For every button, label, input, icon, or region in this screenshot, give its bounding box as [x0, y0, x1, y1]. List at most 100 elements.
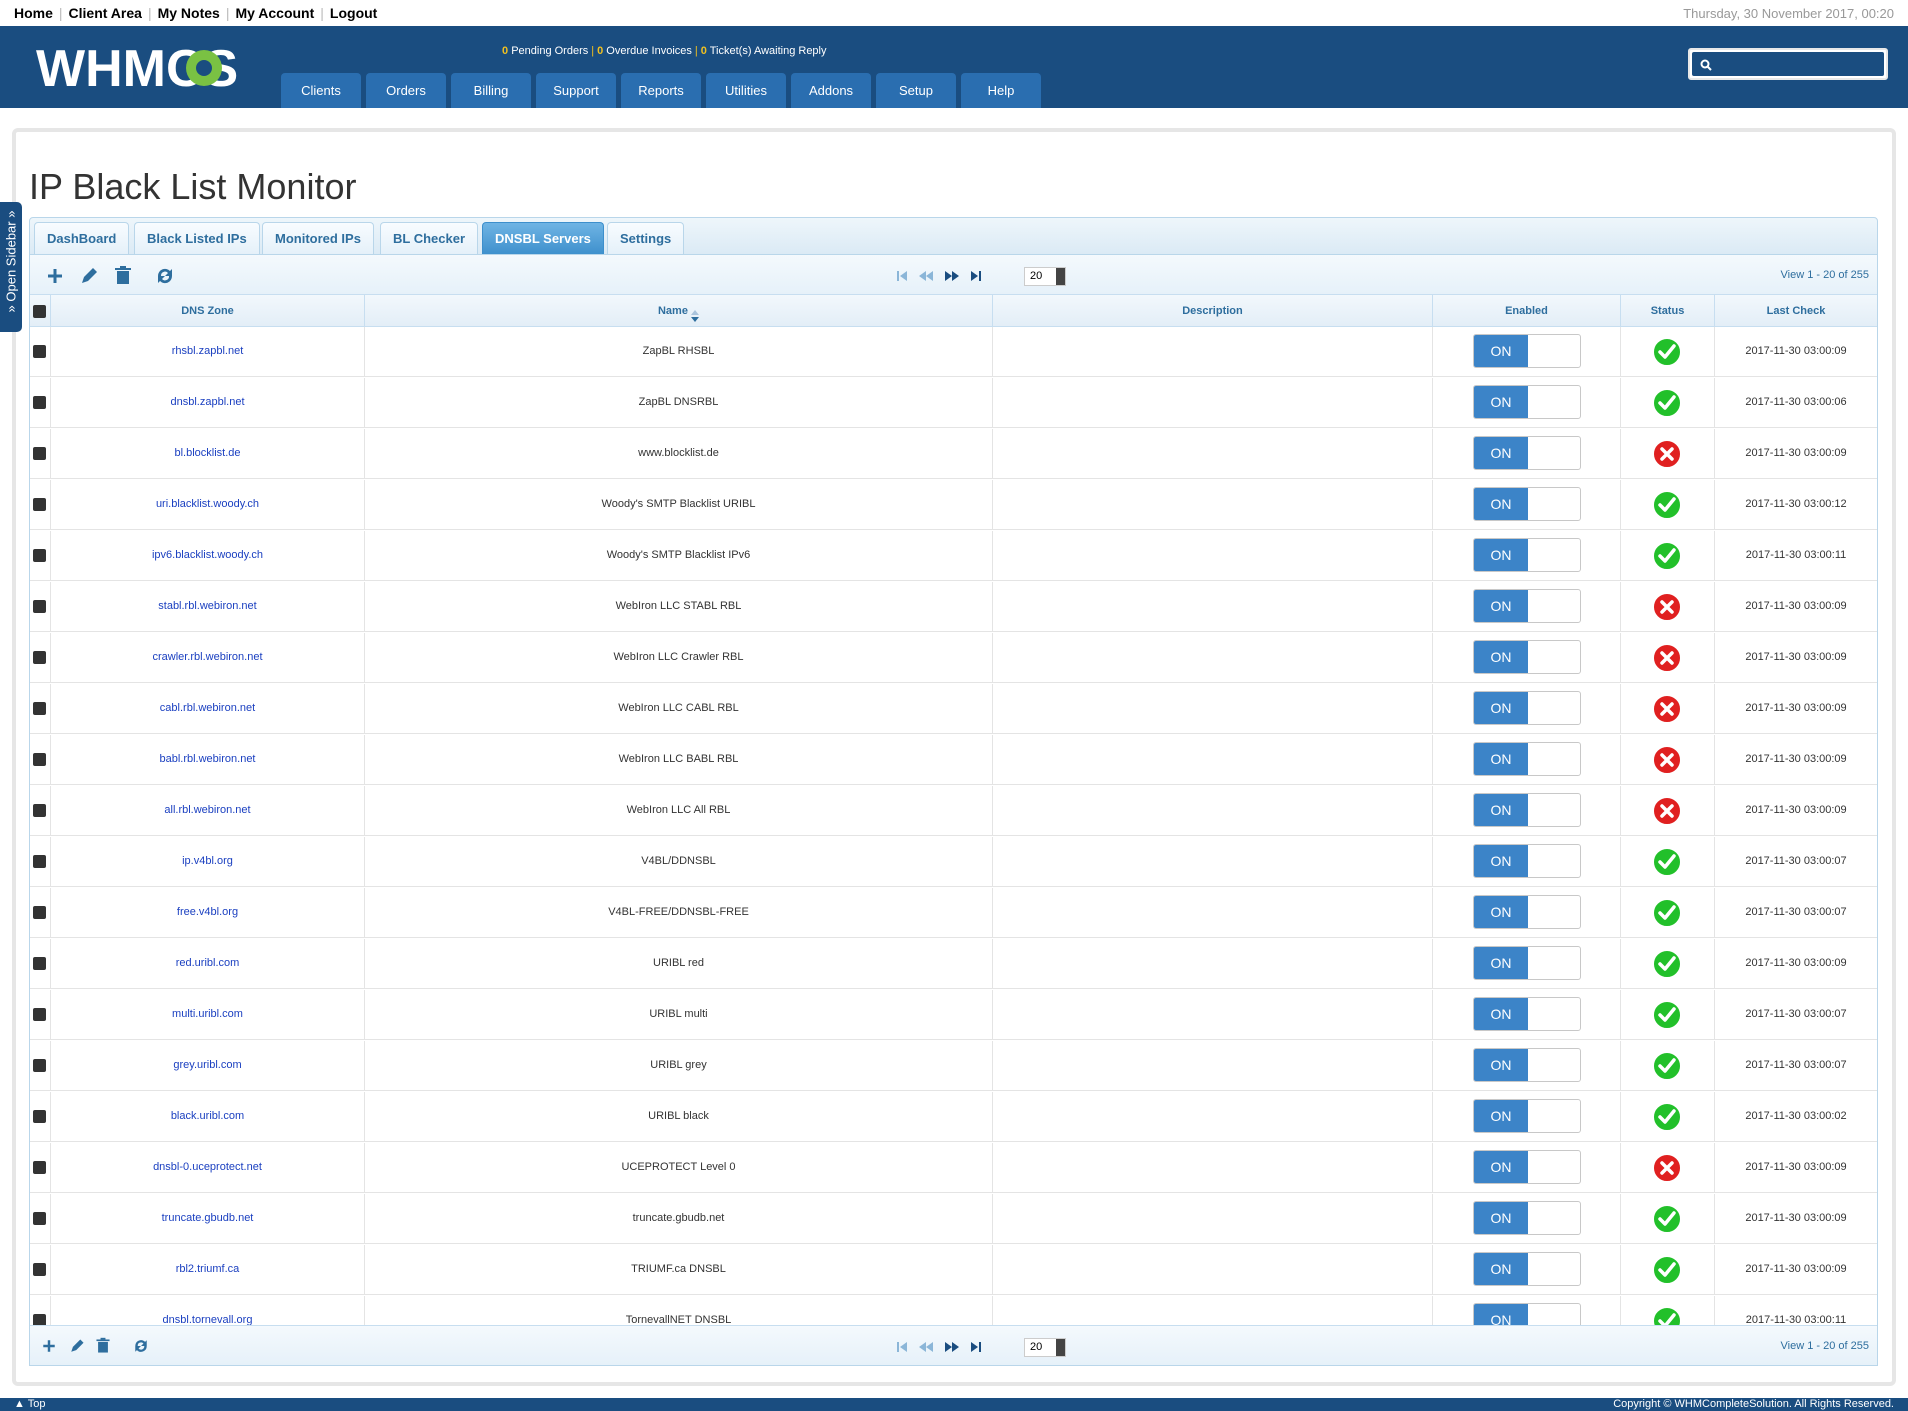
dns-zone-link[interactable]: truncate.gbudb.net — [51, 1194, 365, 1243]
enabled-toggle[interactable]: ON — [1473, 334, 1581, 368]
dns-zone-link[interactable]: grey.uribl.com — [51, 1041, 365, 1090]
table-row[interactable]: grey.uribl.com URIBL grey ON 2017-11-30 03:… — [30, 1041, 1877, 1091]
row-checkbox[interactable] — [33, 855, 46, 868]
nav-addons[interactable]: Addons — [791, 73, 871, 108]
nav-help[interactable]: Help — [961, 73, 1041, 108]
add-icon[interactable] — [40, 1337, 58, 1355]
col-status[interactable]: Status — [1621, 295, 1715, 327]
dns-zone-link[interactable]: ip.v4bl.org — [51, 837, 365, 886]
row-checkbox[interactable] — [33, 753, 46, 766]
enabled-toggle[interactable]: ON — [1473, 589, 1581, 623]
table-row[interactable]: babl.rbl.webiron.net WebIron LLC BABL RBL… — [30, 735, 1877, 785]
enabled-toggle[interactable]: ON — [1473, 895, 1581, 929]
enabled-toggle[interactable]: ON — [1473, 742, 1581, 776]
table-row[interactable]: uri.blacklist.woody.ch Woody's SMTP Black… — [30, 480, 1877, 530]
tab-dashboard[interactable]: DashBoard — [34, 222, 130, 255]
dns-zone-link[interactable]: dnsbl.zapbl.net — [51, 378, 365, 427]
table-row[interactable]: stabl.rbl.webiron.net WebIron LLC STABL R… — [30, 582, 1877, 632]
row-checkbox[interactable] — [33, 906, 46, 919]
enabled-toggle[interactable]: ON — [1473, 1099, 1581, 1133]
row-checkbox[interactable] — [33, 1110, 46, 1123]
row-checkbox[interactable] — [33, 1212, 46, 1225]
nav-clients[interactable]: Clients — [281, 73, 361, 108]
row-checkbox[interactable] — [33, 396, 46, 409]
enabled-toggle[interactable]: ON — [1473, 997, 1581, 1031]
table-row[interactable]: cabl.rbl.webiron.net WebIron LLC CABL RBL… — [30, 684, 1877, 734]
dns-zone-link[interactable]: uri.blacklist.woody.ch — [51, 480, 365, 529]
dns-zone-link[interactable]: dnsbl.tornevall.org — [51, 1296, 365, 1345]
delete-icon[interactable] — [94, 1337, 112, 1355]
open-sidebar-button[interactable]: » Open Sidebar » — [0, 202, 22, 332]
dns-zone-link[interactable]: bl.blocklist.de — [51, 429, 365, 478]
enabled-toggle[interactable]: ON — [1473, 1150, 1581, 1184]
enabled-toggle[interactable]: ON — [1473, 1252, 1581, 1286]
row-checkbox[interactable] — [33, 600, 46, 613]
row-checkbox[interactable] — [33, 345, 46, 358]
enabled-toggle[interactable]: ON — [1473, 946, 1581, 980]
table-row[interactable]: all.rbl.webiron.net WebIron LLC All RBL ON… — [30, 786, 1877, 836]
table-row[interactable]: free.v4bl.org V4BL-FREE/DDNSBL-FREE ON 2017… — [30, 888, 1877, 938]
table-row[interactable]: bl.blocklist.de www.blocklist.de ON 2017-11… — [30, 429, 1877, 479]
link-home[interactable]: Home — [14, 5, 53, 21]
refresh-icon[interactable] — [154, 265, 176, 287]
tab-black-listed-ips[interactable]: Black Listed IPs — [134, 222, 260, 255]
row-checkbox[interactable] — [33, 498, 46, 511]
col-enabled[interactable]: Enabled — [1433, 295, 1621, 327]
prev-page-icon[interactable] — [918, 267, 934, 285]
dns-zone-link[interactable]: crawler.rbl.webiron.net — [51, 633, 365, 682]
refresh-icon[interactable] — [132, 1337, 150, 1355]
dns-zone-link[interactable]: black.uribl.com — [51, 1092, 365, 1141]
tickets-link[interactable]: Ticket(s) Awaiting Reply — [709, 45, 827, 57]
dns-zone-link[interactable]: red.uribl.com — [51, 939, 365, 988]
table-row[interactable]: rbl2.triumf.ca TRIUMF.ca DNSBL ON 2017-11-3… — [30, 1245, 1877, 1295]
row-checkbox[interactable] — [33, 804, 46, 817]
col-last-check[interactable]: Last Check — [1766, 305, 1826, 317]
page-size-select[interactable]: 20 — [1024, 1338, 1066, 1357]
dns-zone-link[interactable]: cabl.rbl.webiron.net — [51, 684, 365, 733]
enabled-toggle[interactable]: ON — [1473, 640, 1581, 674]
row-checkbox[interactable] — [33, 1161, 46, 1174]
table-row[interactable]: black.uribl.com URIBL black ON 2017-11-30 0… — [30, 1092, 1877, 1142]
dns-zone-link[interactable]: babl.rbl.webiron.net — [51, 735, 365, 784]
row-checkbox[interactable] — [33, 1263, 46, 1276]
dns-zone-link[interactable]: free.v4bl.org — [51, 888, 365, 937]
enabled-toggle[interactable]: ON — [1473, 538, 1581, 572]
last-page-icon[interactable] — [968, 267, 984, 285]
row-checkbox[interactable] — [33, 1314, 46, 1327]
overdue-invoices-link[interactable]: Overdue Invoices — [606, 45, 692, 57]
enabled-toggle[interactable]: ON — [1473, 1201, 1581, 1235]
nav-support[interactable]: Support — [536, 73, 616, 108]
tab-bl-checker[interactable]: BL Checker — [380, 222, 479, 255]
table-row[interactable]: dnsbl.zapbl.net ZapBL DNSRBL ON 2017-11-30 … — [30, 378, 1877, 428]
dns-zone-link[interactable]: dnsbl-0.uceprotect.net — [51, 1143, 365, 1192]
enabled-toggle[interactable]: ON — [1473, 1048, 1581, 1082]
table-row[interactable]: truncate.gbudb.net truncate.gbudb.net ON 20… — [30, 1194, 1877, 1244]
select-all-checkbox[interactable] — [33, 305, 46, 318]
next-page-icon[interactable] — [944, 267, 960, 285]
enabled-toggle[interactable]: ON — [1473, 844, 1581, 878]
col-name[interactable]: Name — [365, 295, 993, 327]
col-description[interactable]: Description — [993, 295, 1433, 327]
dns-zone-link[interactable]: stabl.rbl.webiron.net — [51, 582, 365, 631]
first-page-icon[interactable] — [894, 267, 910, 285]
row-checkbox[interactable] — [33, 651, 46, 664]
row-checkbox[interactable] — [33, 1008, 46, 1021]
next-page-icon[interactable] — [944, 1338, 960, 1356]
page-size-select[interactable]: 20 — [1024, 267, 1066, 286]
link-my-notes[interactable]: My Notes — [157, 5, 220, 21]
back-to-top-link[interactable]: ▲ Top — [14, 1398, 46, 1410]
link-my-account[interactable]: My Account — [235, 5, 315, 21]
nav-utilities[interactable]: Utilities — [706, 73, 786, 108]
first-page-icon[interactable] — [894, 1338, 910, 1356]
whmcs-logo[interactable]: WHMCS — [36, 38, 246, 96]
table-row[interactable]: ipv6.blacklist.woody.ch Woody's SMTP Blac… — [30, 531, 1877, 581]
tab-dnsbl-servers[interactable]: DNSBL Servers — [482, 222, 604, 255]
tab-settings[interactable]: Settings — [607, 222, 685, 255]
nav-setup[interactable]: Setup — [876, 73, 956, 108]
table-row[interactable]: multi.uribl.com URIBL multi ON 2017-11-30 0… — [30, 990, 1877, 1040]
table-row[interactable]: red.uribl.com URIBL red ON 2017-11-30 03:00… — [30, 939, 1877, 989]
edit-icon[interactable] — [68, 1337, 86, 1355]
enabled-toggle[interactable]: ON — [1473, 385, 1581, 419]
last-page-icon[interactable] — [968, 1338, 984, 1356]
dns-zone-link[interactable]: rhsbl.zapbl.net — [51, 327, 365, 376]
